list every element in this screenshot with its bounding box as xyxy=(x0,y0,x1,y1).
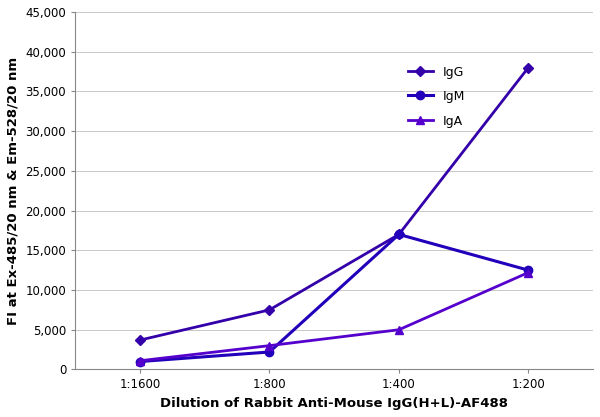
IgM xyxy=(395,232,403,237)
IgA xyxy=(395,327,403,332)
Line: IgM: IgM xyxy=(136,230,532,366)
IgG xyxy=(525,65,532,70)
Line: IgA: IgA xyxy=(136,269,532,365)
Line: IgG: IgG xyxy=(137,64,532,344)
IgA xyxy=(136,358,143,363)
X-axis label: Dilution of Rabbit Anti-Mouse IgG(H+L)-AF488: Dilution of Rabbit Anti-Mouse IgG(H+L)-A… xyxy=(160,397,508,410)
IgM xyxy=(525,268,532,273)
IgM xyxy=(266,349,273,354)
Legend: IgG, IgM, IgA: IgG, IgM, IgA xyxy=(403,61,470,133)
IgM xyxy=(136,359,143,364)
IgG xyxy=(395,232,403,237)
IgG xyxy=(136,338,143,343)
Y-axis label: FI at Ex-485/20 nm & Em-528/20 nm: FI at Ex-485/20 nm & Em-528/20 nm xyxy=(7,57,20,325)
IgA xyxy=(266,343,273,348)
IgG xyxy=(266,307,273,312)
IgA xyxy=(525,270,532,275)
